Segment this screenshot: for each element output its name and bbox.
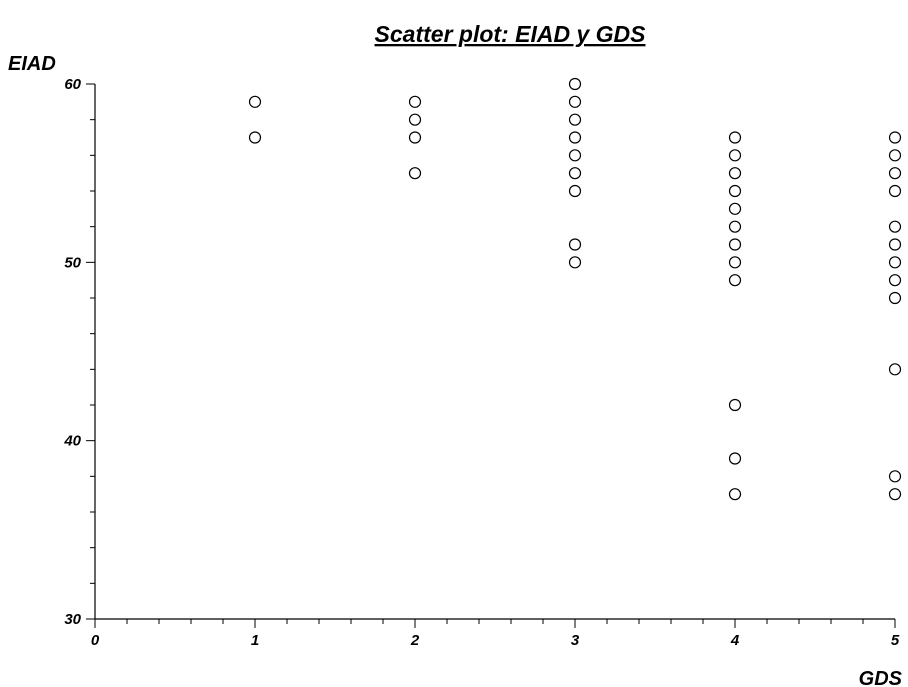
x-tick-label: 2 — [410, 632, 420, 649]
scatter-point — [728, 238, 742, 251]
scatter-point — [568, 77, 582, 91]
scatter-point — [728, 274, 742, 287]
tick-label-group: 0 1 2 3 4 5 30 40 50 60 — [63, 76, 900, 649]
tick-group — [86, 83, 896, 628]
y-tick-label: 30 — [64, 611, 81, 628]
scatter-point — [728, 202, 742, 215]
scatter-point — [568, 238, 582, 251]
scatter-point — [408, 113, 422, 126]
points-group — [248, 77, 902, 501]
scatter-point — [728, 149, 742, 162]
scatter-point — [888, 256, 902, 269]
scatter-point — [888, 238, 902, 251]
y-axis-title: EIAD — [8, 53, 56, 75]
scatter-point — [888, 220, 902, 233]
scatter-point — [568, 131, 582, 144]
scatter-point — [408, 131, 422, 144]
scatter-point — [888, 167, 902, 180]
x-tick-label: 3 — [571, 632, 580, 649]
scatter-point — [728, 167, 742, 180]
scatter-point — [568, 167, 582, 180]
x-tick-label: 1 — [251, 632, 259, 649]
scatter-point — [408, 95, 422, 108]
x-tick-label: 0 — [91, 632, 100, 649]
scatter-point — [248, 95, 262, 108]
scatter-point — [728, 452, 742, 465]
scatter-point — [248, 131, 262, 144]
y-tick-label: 60 — [64, 76, 81, 93]
scatter-point — [888, 470, 902, 483]
scatter-point — [568, 184, 582, 198]
x-axis-title: GDS — [859, 668, 903, 687]
scatter-point — [728, 488, 742, 501]
chart-title: Scatter plot: EIAD y GDS — [375, 21, 647, 47]
scatter-point — [408, 167, 422, 180]
scatter-point — [728, 131, 742, 144]
y-tick-label: 40 — [63, 433, 81, 450]
scatter-point — [888, 488, 902, 501]
scatter-point — [888, 149, 902, 162]
scatter-point — [568, 256, 582, 269]
scatter-point — [888, 291, 902, 305]
scatter-point — [568, 95, 582, 108]
scatter-point — [888, 131, 902, 144]
scatter-point — [728, 184, 742, 198]
scatter-point — [728, 220, 742, 233]
scatter-point — [888, 363, 902, 376]
scatter-point — [568, 113, 582, 126]
scatter-point — [728, 398, 742, 412]
x-tick-label: 5 — [891, 632, 900, 649]
scatter-point — [728, 256, 742, 269]
x-tick-label: 4 — [730, 632, 740, 649]
scatter-point — [888, 274, 902, 287]
scatter-point — [888, 184, 902, 198]
y-tick-label: 50 — [64, 254, 81, 271]
scatter-point — [568, 149, 582, 162]
